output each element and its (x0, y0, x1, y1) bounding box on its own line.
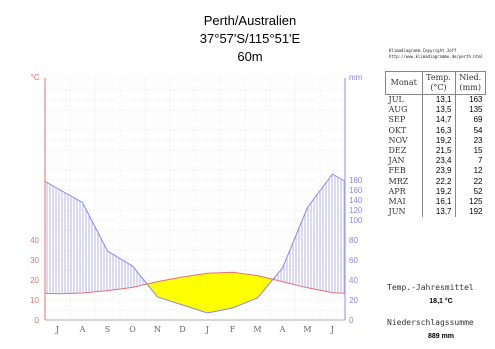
month-tick-label: J (55, 325, 59, 334)
table-cell-month: FEB (385, 166, 423, 177)
table-cell-temp: 13,5 (422, 105, 456, 116)
temp-header: Temp. (°C) (421, 71, 456, 95)
table-cell-month: NOV (385, 135, 423, 147)
credit-line-2: http://www.klimadiagramme.de/perth.html (389, 54, 483, 59)
table-row: SEP 14,7 69 (385, 115, 486, 126)
table-cell-prec: 22 (473, 176, 483, 186)
table-cell-prec: 52 (473, 186, 483, 196)
table-cell-temp: 23,9 (422, 166, 456, 177)
table-row: NOV 19,2 23 (385, 135, 486, 147)
prec-tick-label: 20 (349, 296, 358, 305)
table-cell-temp: 13,1 (422, 94, 456, 106)
arid-area (148, 272, 273, 313)
table-row: APR 19,2 52 (385, 186, 486, 198)
month-tick-label: S (105, 325, 110, 334)
temp-mean-value: 18,1 °C (429, 298, 453, 305)
temp-tick-label: 0 (35, 316, 40, 325)
table-cell-temp: 22,2 (422, 176, 456, 187)
table-cell-prec: 135 (469, 105, 483, 115)
precipitation-line (44, 173, 346, 314)
temp-tick-label: 30 (30, 256, 39, 265)
table-cell-month: MRZ (385, 176, 423, 187)
prec-tick-label: 140 (349, 196, 363, 205)
table-row: MRZ 22,2 22 (385, 176, 486, 187)
table-cell-month: APR (385, 186, 423, 198)
table-cell-month: SEP (385, 115, 423, 126)
table-cell-prec: 12 (473, 166, 483, 176)
prec-tick-label: 60 (349, 256, 358, 265)
month-tick-label: A (279, 325, 286, 334)
prec-sum-label: Niederschlagssumme (387, 318, 474, 327)
temp-tick-label: 10 (30, 296, 39, 305)
table-cell-month: JUL (385, 94, 423, 106)
month-header: Monat (385, 71, 423, 95)
table-row: AUG 13,5 135 (385, 105, 486, 116)
table-cell-temp: 13,7 (422, 207, 456, 218)
station-coordinates: 37°57'S/115°51'E (199, 31, 301, 46)
table-cell-temp: 19,2 (422, 135, 456, 147)
table-cell-prec: 125 (469, 197, 483, 207)
prec-tick-label: 160 (349, 186, 363, 195)
table-row: MAI 16,1 125 (385, 197, 486, 208)
station-elevation: 60m (237, 49, 263, 64)
table-cell-temp: 14,7 (422, 115, 456, 126)
table-row: JUL 13,1 163 (385, 94, 486, 106)
table-cell-temp: 16,1 (422, 197, 456, 208)
table-cell-prec: 192 (469, 207, 483, 217)
prec-tick-label: 120 (349, 206, 363, 215)
temp-tick-label: 20 (30, 276, 39, 285)
table-row: OKT 16,3 54 (385, 125, 486, 136)
prec-header: Nied. (mm) (454, 71, 486, 95)
table-cell-temp: 16,3 (422, 125, 456, 136)
climate-table: Monat Temp. (°C) Nied. (mm) JUL 13,1 163 AUG 1… (385, 71, 486, 218)
table-cell-month: JAN (385, 156, 423, 167)
table-cell-prec: 163 (469, 95, 483, 104)
credit-line-1: Klimadiagramm Copyright Jeff (389, 48, 457, 53)
month-tick-label: J (330, 325, 334, 334)
temperature-line (44, 271, 346, 295)
prec-tick-label: 80 (349, 236, 358, 245)
table-cell-temp: 21,5 (422, 146, 456, 157)
table-cell-prec: 7 (478, 156, 483, 166)
table-row: JAN 23,4 7 (385, 156, 486, 167)
temp-axis-unit: °C (31, 73, 40, 82)
prec-tick-label: 180 (349, 176, 363, 185)
temp-mean-label: Temp.-Jahresmittel (387, 283, 474, 292)
table-cell-temp: 23,4 (422, 156, 456, 167)
prec-axis-unit: mm (349, 73, 363, 82)
month-tick-label: M (303, 325, 311, 334)
prec-tick-label: 0 (349, 316, 354, 325)
table-cell-prec: 23 (473, 135, 483, 145)
month-tick-label: N (154, 325, 161, 334)
table-cell-prec: 54 (473, 125, 483, 135)
month-tick-label: M (253, 325, 261, 334)
table-row: FEB 23,9 12 (385, 166, 486, 177)
table-row: JUN 13,7 192 (385, 207, 486, 218)
table-row: DEZ 21,5 15 (385, 146, 486, 157)
table-cell-prec: 69 (473, 115, 483, 125)
table-cell-month: MAI (385, 197, 423, 208)
table-cell-month: DEZ (385, 146, 423, 157)
month-tick-label: D (179, 325, 185, 334)
month-tick-label: O (129, 325, 136, 334)
month-tick-label: J (205, 325, 209, 334)
station-name: Perth/Australien (203, 13, 297, 28)
month-tick-label: F (230, 325, 236, 334)
table-cell-month: JUN (385, 207, 423, 218)
table-cell-month: AUG (385, 105, 423, 116)
humid-hatch-area (46, 174, 345, 294)
table-cell-prec: 15 (473, 146, 483, 156)
prec-tick-label: 40 (349, 276, 358, 285)
month-tick-label: A (79, 325, 86, 334)
table-cell-month: OKT (385, 125, 423, 136)
prec-sum-value: 889 mm (427, 333, 455, 340)
temp-tick-label: 40 (30, 236, 39, 245)
table-cell-temp: 19,2 (422, 186, 456, 198)
prec-tick-label: 100 (349, 216, 363, 225)
temperature-axis: °C 0 10 20 30 40 (30, 73, 46, 325)
